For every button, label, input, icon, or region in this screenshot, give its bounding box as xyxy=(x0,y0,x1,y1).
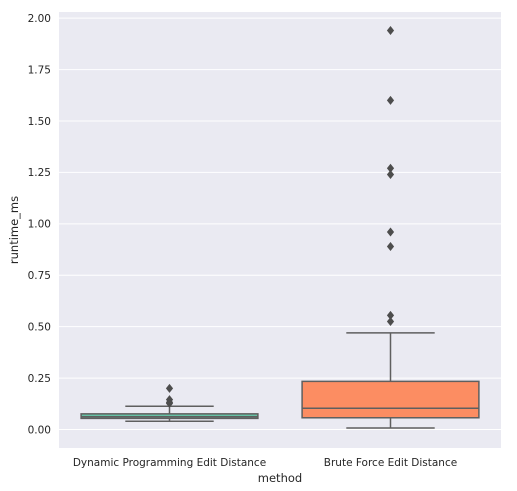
y-tick-label: 0.00 xyxy=(28,424,51,436)
outlier-point xyxy=(386,169,395,179)
x-tick-label: Brute Force Edit Distance xyxy=(324,457,457,469)
y-axis-label: runtime_ms xyxy=(7,196,21,264)
plot-area xyxy=(59,12,501,448)
outlier-point xyxy=(165,383,174,393)
outlier-point xyxy=(386,163,395,173)
outlier-point xyxy=(386,317,395,327)
outlier-point xyxy=(386,26,395,36)
boxes xyxy=(80,26,480,429)
x-tick-label: Dynamic Programming Edit Distance xyxy=(73,457,266,469)
x-tick-labels: Dynamic Programming Edit Distance Brute F… xyxy=(73,457,457,469)
gridlines xyxy=(59,17,501,430)
y-tick-label: 0.50 xyxy=(28,321,51,333)
x-axis-label: method xyxy=(258,471,302,485)
outlier-point xyxy=(386,310,395,320)
outlier-point xyxy=(386,241,395,251)
y-tick-label: 1.00 xyxy=(28,219,51,231)
outlier-point xyxy=(386,227,395,237)
y-tick-label: 1.25 xyxy=(28,167,51,179)
y-tick-labels: 0.00 0.25 0.50 0.75 1.00 1.25 1.50 1.75 2.00 xyxy=(28,13,51,436)
box-series xyxy=(80,383,259,423)
box-series xyxy=(301,26,480,429)
y-tick-label: 0.25 xyxy=(28,373,51,385)
y-tick-label: 1.75 xyxy=(28,64,51,76)
iqr-box xyxy=(301,380,480,419)
outlier-point xyxy=(386,95,395,105)
outlier-point xyxy=(165,398,174,408)
y-tick-label: 2.00 xyxy=(28,13,51,25)
y-tick-label: 0.75 xyxy=(28,270,51,282)
y-tick-label: 1.50 xyxy=(28,116,51,128)
